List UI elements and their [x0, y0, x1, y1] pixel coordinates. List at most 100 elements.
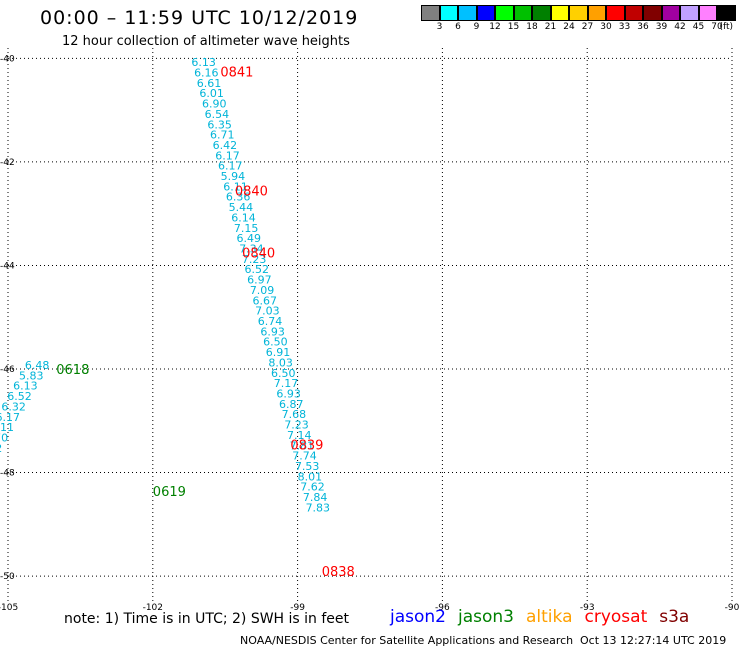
- wave-height-value: 6.93: [260, 325, 285, 338]
- wave-height-value: 6.13: [13, 380, 37, 393]
- wave-height-value: 6.52: [7, 390, 32, 403]
- wave-height-value: 7.53: [295, 460, 320, 473]
- chart-title: 00:00 – 11:59 UTC 10/12/2019: [40, 7, 359, 29]
- pass-time-label: 0619: [153, 485, 186, 500]
- wave-height-value: 6.49: [237, 232, 262, 245]
- lat-tick-label: -40: [0, 54, 15, 64]
- color-swatch: [587, 5, 606, 21]
- legend-altika: altika: [526, 607, 573, 627]
- wave-height-value: 6.52: [245, 263, 269, 276]
- color-scale-label: 70: [711, 22, 723, 32]
- pass-time-label: 0839: [290, 438, 323, 453]
- wave-height-value: 6.93: [276, 387, 301, 400]
- pass-time-label: 0840: [242, 247, 275, 262]
- color-scale-label: 21: [544, 22, 557, 32]
- pass-time-label: 0838: [322, 565, 355, 580]
- color-swatch: [458, 5, 477, 21]
- wave-height-value: 7.83: [306, 501, 331, 514]
- wave-height-value: 6.61: [197, 77, 222, 90]
- color-swatch: [476, 5, 495, 21]
- wave-height-value: 6.11: [223, 180, 248, 193]
- wave-height-value: 6.32: [1, 400, 26, 413]
- color-swatch: [421, 5, 440, 21]
- lon-tick-label: -105: [0, 603, 18, 613]
- color-scale-label: 27: [581, 22, 594, 32]
- pass-time-label: 0840: [235, 185, 268, 200]
- wave-height-value: 6.48: [25, 359, 50, 372]
- wave-height-value: 6.42: [213, 139, 238, 152]
- wave-height-value: 6.97: [247, 274, 271, 287]
- color-swatch: [439, 5, 458, 21]
- color-swatch: [513, 5, 532, 21]
- pass-time-label: 0618: [56, 363, 89, 378]
- legend-s3a: s3a: [659, 607, 690, 627]
- wave-height-value: 7.81: [290, 439, 315, 452]
- legend-cryosat: cryosat: [584, 607, 648, 627]
- legend-jason3: jason3: [458, 607, 514, 627]
- wave-height-value: 7.68: [282, 408, 307, 421]
- color-swatch: [532, 5, 551, 21]
- units-note: note: 1) Time is in UTC; 2) SWH is in fe…: [64, 611, 350, 627]
- color-scale-label: 18: [526, 22, 538, 32]
- wave-height-value: 8.01: [298, 470, 323, 483]
- lat-tick-label: -50: [0, 572, 15, 582]
- wave-height-value: 6.91: [266, 346, 291, 359]
- lat-tick-label: -42: [0, 158, 15, 168]
- wave-height-value: 6.13: [191, 56, 216, 69]
- wave-height-value: 7.34: [239, 243, 264, 256]
- wave-height-value: 7.17: [274, 377, 299, 390]
- lon-tick-label: -99: [290, 603, 305, 613]
- lat-tick-label: -48: [0, 469, 15, 479]
- wave-height-value: 5.94: [221, 170, 246, 183]
- color-scale-label: 15: [507, 22, 520, 32]
- wave-height-value: 5.83: [19, 369, 43, 382]
- wave-height-value: 6.17: [215, 149, 240, 162]
- color-swatch: [680, 5, 699, 21]
- wave-height-value: 7.23: [284, 419, 309, 432]
- color-scale-label: 42: [674, 22, 686, 32]
- lon-tick-label: -93: [580, 603, 595, 613]
- color-scale-label: 9: [473, 22, 480, 32]
- wave-height-value: 6.72: [0, 442, 2, 455]
- wave-height-value: 6.16: [194, 66, 219, 79]
- wave-height-value: 6.71: [210, 129, 235, 142]
- wave-height-value: 5.44: [229, 201, 254, 214]
- color-scale-label: 39: [655, 22, 668, 32]
- color-scale-label: 24: [563, 22, 575, 32]
- color-swatch: [606, 5, 625, 21]
- lon-tick-label: -90: [725, 603, 740, 613]
- wave-height-value: 6.11: [0, 421, 14, 434]
- wave-height-value: 6.70: [0, 431, 8, 444]
- wave-height-value: 6.35: [207, 118, 232, 131]
- chart-subtitle: 12 hour collection of altimeter wave hei…: [62, 34, 350, 49]
- wave-height-value: 6.50: [263, 336, 288, 349]
- lat-tick-label: -46: [0, 365, 15, 375]
- color-scale-label: 3: [436, 22, 443, 32]
- color-scale-label: 12: [489, 22, 501, 32]
- wave-height-value: 6.36: [226, 191, 251, 204]
- wave-height-value: 6.50: [271, 367, 296, 380]
- color-swatch: [717, 5, 736, 21]
- lat-tick-label: -44: [0, 261, 15, 271]
- color-swatch: [698, 5, 717, 21]
- color-scale-bar: [421, 5, 736, 21]
- color-scale-label: 6: [455, 22, 461, 32]
- wave-height-value: 8.03: [268, 356, 293, 369]
- color-scale-label: 33: [618, 22, 631, 32]
- wave-height-value: 6.74: [258, 315, 283, 328]
- lon-tick-label: -96: [435, 603, 450, 613]
- credit-line: NOAA/NESDIS Center for Satellite Applica…: [240, 634, 574, 647]
- wave-height-value: 6.54: [205, 108, 230, 121]
- wave-height-value: 6.87: [279, 398, 304, 411]
- wave-height-value: 6.14: [231, 211, 256, 224]
- wave-height-value: 7.03: [255, 305, 280, 318]
- wave-height-value: 7.74: [292, 450, 317, 463]
- wave-height-value: 6.90: [202, 98, 227, 111]
- wave-height-value: 6.67: [252, 294, 277, 307]
- color-scale-label: (ft): [719, 22, 734, 32]
- color-swatch: [661, 5, 680, 21]
- wave-height-value: 7.23: [242, 253, 266, 266]
- satellite-legend: jason2 jason3 altika cryosat s3a: [390, 607, 701, 627]
- color-scale-label: 45: [692, 22, 705, 32]
